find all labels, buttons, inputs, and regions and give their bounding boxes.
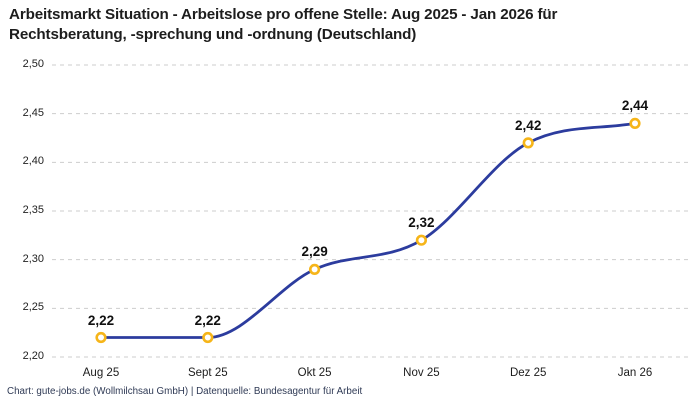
y-axis-tick-label: 2,25 [22,301,44,314]
data-point-marker [202,331,214,344]
y-axis-tick-label: 2,45 [22,106,44,119]
chart-title: Arbeitsmarkt Situation - Arbeitslose pro… [9,5,689,45]
chart-title-line2: Rechtsberatung, -sprechung und -ordnung … [9,26,417,43]
data-point-marker [629,117,641,129]
y-axis-tick-label: 2,35 [22,204,44,216]
x-axis-tick-label: Sept 25 [187,367,228,379]
data-point-value-label: 2,32 [408,215,435,231]
data-point-value-label: 2,22 [87,312,115,328]
x-axis-tick-label: Okt 25 [297,367,332,379]
data-point-marker [522,137,534,149]
data-point-value-label: 2,44 [621,98,649,114]
y-axis-tick-label: 2,50 [22,58,44,70]
chart-title-line1: Arbeitsmarkt Situation - Arbeitslose pro… [9,6,558,23]
x-axis-tick-label: Dez 25 [509,367,547,379]
data-point-value-label: 2,42 [515,117,542,133]
data-point-marker [415,234,428,246]
trend-line [99,122,637,339]
data-point-marker [309,263,321,276]
y-axis-tick-label: 2,40 [22,155,44,168]
chart-source-credit: Chart: gute-jobs.de (Wollmilchsau GmbH) … [7,386,363,397]
x-axis-tick-label: Nov 25 [403,367,440,379]
data-point-marker [95,331,107,344]
data-point-value-label: 2,29 [301,244,328,260]
x-axis-tick-label: Jan 26 [617,367,653,379]
y-axis-tick-label: 2,20 [22,350,44,362]
x-axis-tick-label: Aug 25 [82,367,120,379]
y-axis-tick-label: 2,30 [22,252,44,265]
data-point-value-label: 2,22 [194,312,221,328]
